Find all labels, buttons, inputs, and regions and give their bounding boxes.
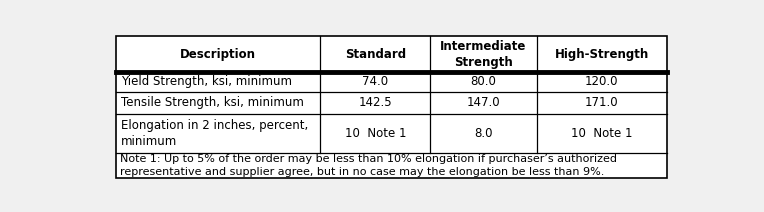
Text: 171.0: 171.0 [585, 96, 619, 109]
Text: 10  Note 1: 10 Note 1 [345, 127, 406, 140]
Text: 80.0: 80.0 [471, 75, 497, 88]
Text: 120.0: 120.0 [585, 75, 619, 88]
Text: 142.5: 142.5 [358, 96, 392, 109]
Text: 74.0: 74.0 [362, 75, 388, 88]
Text: 10  Note 1: 10 Note 1 [571, 127, 633, 140]
Bar [116, 36, 667, 178]
Text: Standard: Standard [345, 47, 406, 60]
Text: 147.0: 147.0 [467, 96, 500, 109]
Text: High-Strength: High-Strength [555, 47, 649, 60]
Text: Elongation in 2 inches, percent,
minimum: Elongation in 2 inches, percent, minimum [121, 119, 308, 148]
Text: 8.0: 8.0 [474, 127, 493, 140]
Text: Tensile Strength, ksi, minimum: Tensile Strength, ksi, minimum [121, 96, 304, 109]
Text: Description: Description [180, 47, 257, 60]
Text: Intermediate
Strength: Intermediate Strength [440, 39, 526, 68]
Bar [116, 36, 667, 178]
Text: Note 1: Up to 5% of the order may be less than 10% elongation if purchaser’s aut: Note 1: Up to 5% of the order may be les… [121, 154, 617, 177]
Text: Yield Strength, ksi, minimum: Yield Strength, ksi, minimum [121, 75, 292, 88]
